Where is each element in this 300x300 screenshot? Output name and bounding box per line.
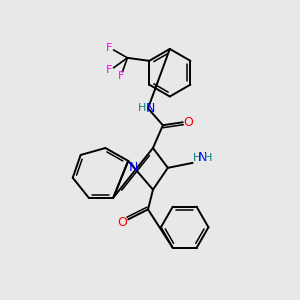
Text: H: H: [192, 153, 201, 163]
Text: H: H: [204, 153, 213, 163]
Text: H: H: [138, 103, 146, 113]
Text: F: F: [118, 71, 125, 81]
Text: N: N: [198, 152, 207, 164]
Text: N: N: [128, 161, 138, 174]
Text: O: O: [184, 116, 194, 129]
Text: O: O: [117, 216, 127, 229]
Text: N: N: [145, 102, 155, 115]
Text: F: F: [105, 65, 112, 75]
Text: F: F: [105, 43, 112, 53]
